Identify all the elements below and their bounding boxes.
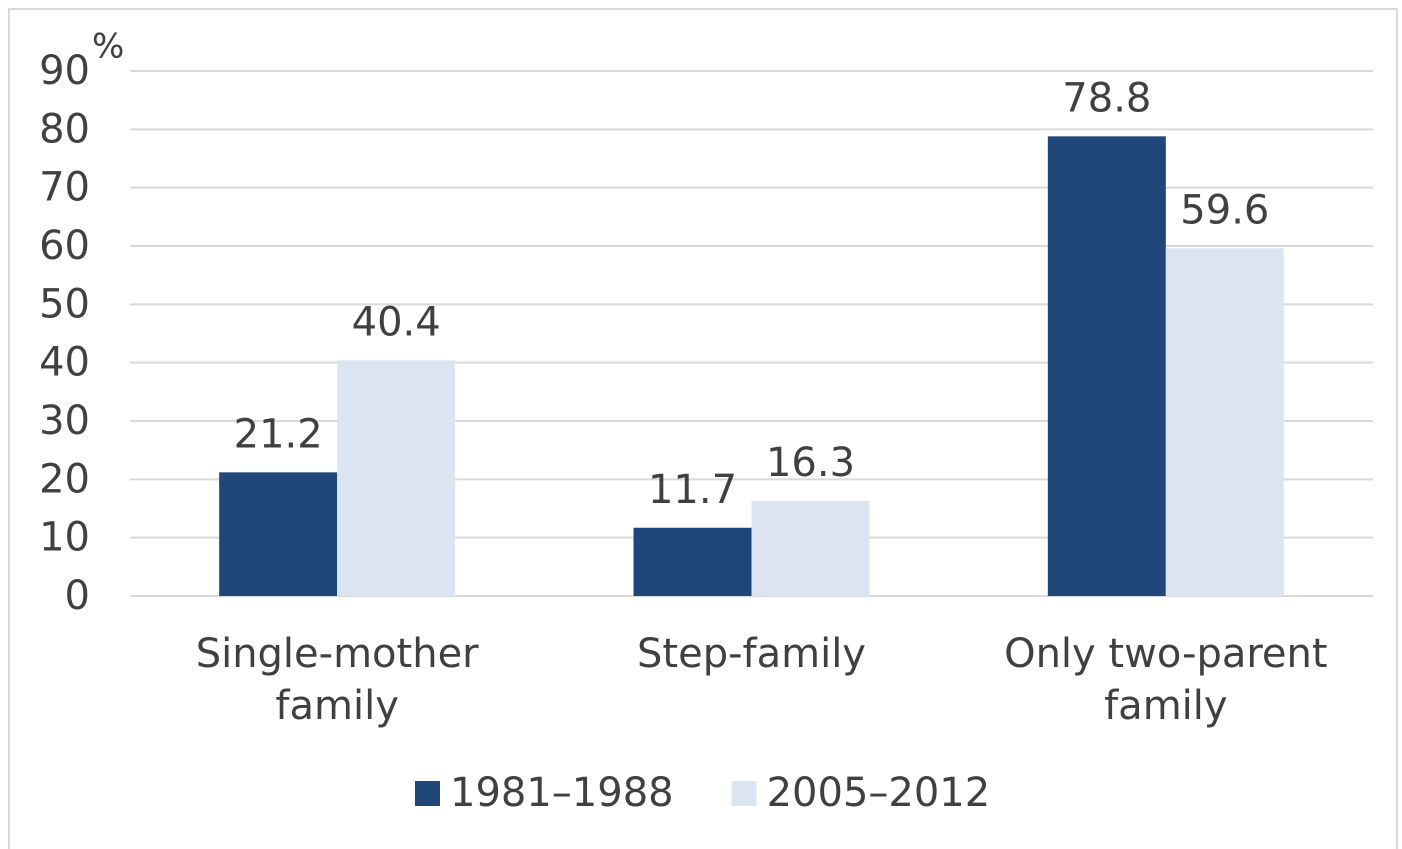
bar (1047, 136, 1166, 597)
value-label: 78.8 (1062, 75, 1151, 121)
chart-border (8, 8, 1398, 849)
legend-swatch (415, 781, 440, 806)
value-label: 11.7 (648, 467, 737, 513)
y-tick-label: 80 (39, 106, 90, 152)
value-label: 21.2 (234, 411, 323, 457)
x-tick-label: family (275, 683, 398, 729)
x-tick-label: Only two-parent (1004, 631, 1328, 677)
legend-swatch (731, 781, 757, 806)
y-tick-label: 90 (39, 48, 90, 94)
y-axis-unit: % (92, 27, 124, 67)
y-tick-label: 70 (39, 165, 90, 211)
x-tick-label: Step-family (637, 631, 866, 677)
legend-label: 2005–2012 (767, 770, 991, 816)
bar (751, 500, 870, 596)
y-tick-label: 60 (39, 223, 90, 269)
bar (633, 527, 752, 596)
value-label: 16.3 (766, 440, 855, 486)
y-tick-label: 0 (65, 573, 90, 619)
x-tick-label: family (1104, 683, 1227, 729)
bar (219, 472, 338, 596)
value-label: 59.6 (1180, 187, 1269, 233)
bar (1165, 248, 1284, 597)
y-tick-label: 50 (39, 281, 90, 327)
y-tick-label: 30 (39, 398, 90, 444)
y-tick-label: 20 (39, 456, 90, 502)
value-label: 40.4 (352, 299, 441, 345)
y-tick-label: 40 (39, 340, 90, 386)
x-tick-label: Single-mother (196, 631, 479, 677)
bar (337, 360, 456, 596)
y-tick-label: 10 (39, 515, 90, 561)
legend-label: 1981–1988 (450, 770, 674, 816)
